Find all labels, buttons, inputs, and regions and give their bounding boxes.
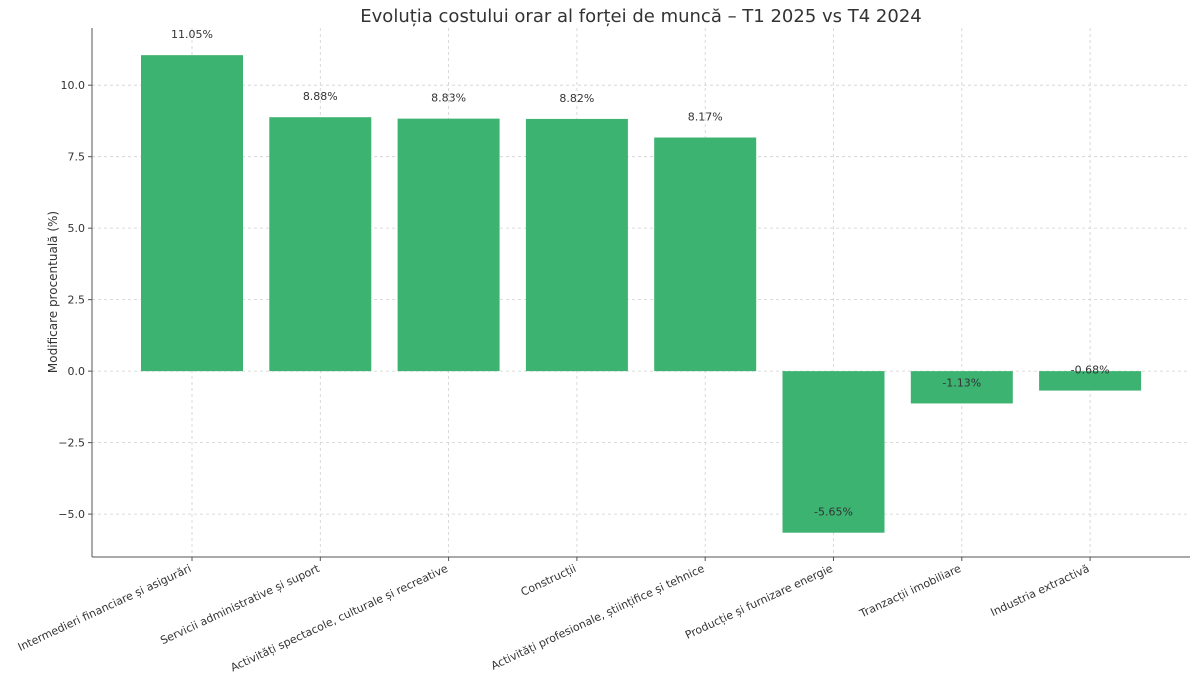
y-tick-label: −2.5	[58, 437, 85, 450]
y-tick-label: −5.0	[58, 508, 85, 521]
x-ticks-layer: Intermedieri financiare și asigurăriServ…	[16, 557, 1091, 674]
y-tick-label: 0.0	[68, 365, 86, 378]
data-label: -0.68%	[1071, 364, 1110, 377]
bar	[654, 137, 757, 372]
bar	[525, 118, 628, 372]
data-label: 8.17%	[688, 111, 723, 124]
y-tick-label: 10.0	[61, 79, 86, 92]
x-tick-label: Tranzacții imobiliare	[857, 562, 964, 621]
y-tick-label: 7.5	[68, 151, 86, 164]
y-tick-label: 2.5	[68, 294, 86, 307]
bar	[269, 117, 372, 372]
bar	[1039, 371, 1142, 391]
y-tick-label: 5.0	[68, 222, 86, 235]
y-ticks-layer: −5.0 −2.5 0.0 2.5 5.0 7.5 10.0	[58, 79, 92, 521]
data-labels-layer: 11.05% 8.88% 8.83% 8.82% 8.17% -5.65% -1.13% -0…	[171, 28, 1110, 519]
data-label: 11.05%	[171, 28, 213, 41]
data-label: -5.65%	[814, 506, 853, 519]
bar	[397, 118, 500, 372]
chart-title: Evoluția costului orar al forței de munc…	[360, 6, 921, 27]
bar	[782, 371, 885, 533]
data-label: 8.88%	[303, 90, 338, 103]
bar	[910, 371, 1013, 404]
x-tick-label: Activități profesionale, științifice și …	[489, 562, 707, 673]
axes-layer	[91, 28, 1190, 558]
grid-layer	[92, 28, 1190, 557]
bars-layer	[141, 55, 1142, 533]
data-label: 8.83%	[431, 92, 466, 105]
y-axis-label: Modificare procentuală (%)	[46, 211, 60, 373]
data-label: 8.82%	[559, 92, 594, 105]
x-tick-label: Activități spectacole, culturale și recr…	[229, 562, 451, 675]
data-label: -1.13%	[942, 376, 981, 389]
bar	[141, 55, 243, 372]
x-tick-label: Construcții	[519, 562, 578, 599]
x-tick-label: Industria extractivă	[989, 562, 1092, 619]
